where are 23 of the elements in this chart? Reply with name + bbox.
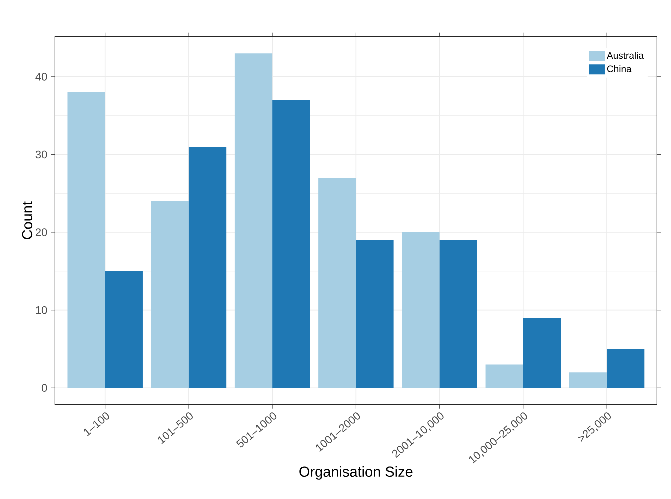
bar xyxy=(486,364,524,388)
y-tick-label: 0 xyxy=(42,384,48,392)
y-tick-label: 20 xyxy=(36,228,48,236)
bar xyxy=(68,92,106,388)
bar xyxy=(356,240,394,388)
bar xyxy=(607,349,645,388)
y-axis-title: Count xyxy=(22,202,33,240)
y-tick-label: 40 xyxy=(36,73,48,81)
x-axis-title: Organisation Size xyxy=(300,466,413,480)
y-tick-label: 30 xyxy=(36,150,48,159)
bar xyxy=(272,100,310,388)
bar xyxy=(523,318,562,388)
bar xyxy=(151,201,189,388)
bar xyxy=(188,146,227,388)
legend-label: Australia xyxy=(607,52,644,60)
bar xyxy=(105,271,143,388)
bar xyxy=(440,240,478,388)
bar xyxy=(234,54,273,388)
bar xyxy=(318,178,356,388)
legend-label: China xyxy=(607,65,632,72)
bar xyxy=(402,232,440,388)
bar xyxy=(569,372,608,388)
y-tick-label: 10 xyxy=(36,306,48,314)
